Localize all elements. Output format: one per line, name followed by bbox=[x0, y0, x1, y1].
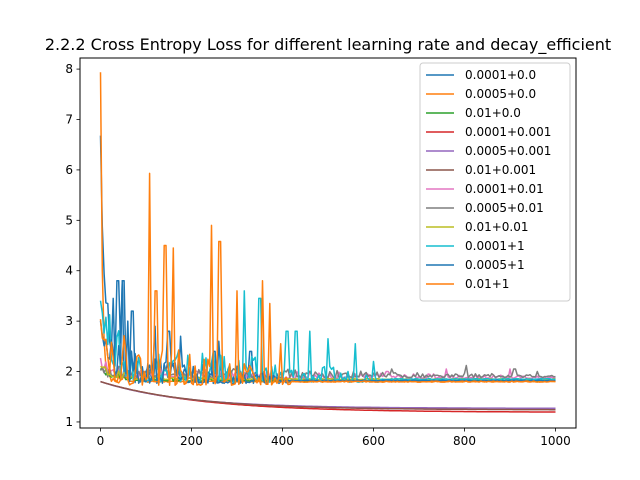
legend-label: 0.0005+0.0 bbox=[465, 87, 536, 101]
chart-title: 2.2.2 Cross Entropy Loss for different l… bbox=[45, 35, 611, 55]
legend-box bbox=[419, 62, 571, 302]
legend-label: 0.0001+0.001 bbox=[465, 125, 551, 139]
legend-label: 0.01+0.0 bbox=[465, 106, 521, 120]
y-tick-label: 6 bbox=[65, 163, 73, 177]
legend-label: 0.01+1 bbox=[465, 277, 509, 291]
legend-label: 0.01+0.01 bbox=[465, 220, 529, 234]
x-tick-label: 200 bbox=[180, 434, 203, 448]
x-tick-label: 800 bbox=[453, 434, 476, 448]
y-axis: 1 2 3 4 5 6 7 8 bbox=[65, 62, 80, 429]
plot-frame bbox=[79, 57, 577, 429]
x-tick-label: 0 bbox=[97, 434, 105, 448]
y-tick-label: 5 bbox=[65, 213, 73, 227]
y-tick-label: 4 bbox=[65, 264, 73, 278]
y-tick-label: 2 bbox=[65, 365, 73, 379]
x-tick-label: 1000 bbox=[540, 434, 571, 448]
series-line-11 bbox=[99, 172, 556, 386]
series-line-4 bbox=[100, 380, 556, 409]
x-tick-label: 400 bbox=[271, 434, 294, 448]
y-tick-label: 7 bbox=[65, 112, 73, 126]
x-tick-label: 600 bbox=[362, 434, 385, 448]
legend-label: 0.01+0.001 bbox=[465, 163, 536, 177]
legend-label: 0.0001+1 bbox=[465, 239, 525, 253]
legend-label: 0.0001+0.01 bbox=[465, 182, 544, 196]
x-axis: 0 200 400 600 800 1000 bbox=[97, 428, 571, 448]
legend-label: 0.0001+0.0 bbox=[465, 68, 536, 82]
y-tick-label: 8 bbox=[65, 62, 73, 76]
legend-label: 0.0005+1 bbox=[465, 258, 525, 272]
legend: 0.0001+0.0 0.0005+0.0 0.01+0.0 0.0001+0.001… bbox=[419, 62, 571, 302]
legend-label: 0.0005+0.01 bbox=[465, 201, 544, 215]
legend-label: 0.0005+0.001 bbox=[465, 144, 551, 158]
y-tick-label: 3 bbox=[65, 314, 73, 328]
series-line-5 bbox=[100, 380, 556, 411]
series-line-9 bbox=[99, 290, 556, 383]
series-layer bbox=[99, 72, 556, 413]
y-tick-label: 1 bbox=[65, 415, 73, 429]
